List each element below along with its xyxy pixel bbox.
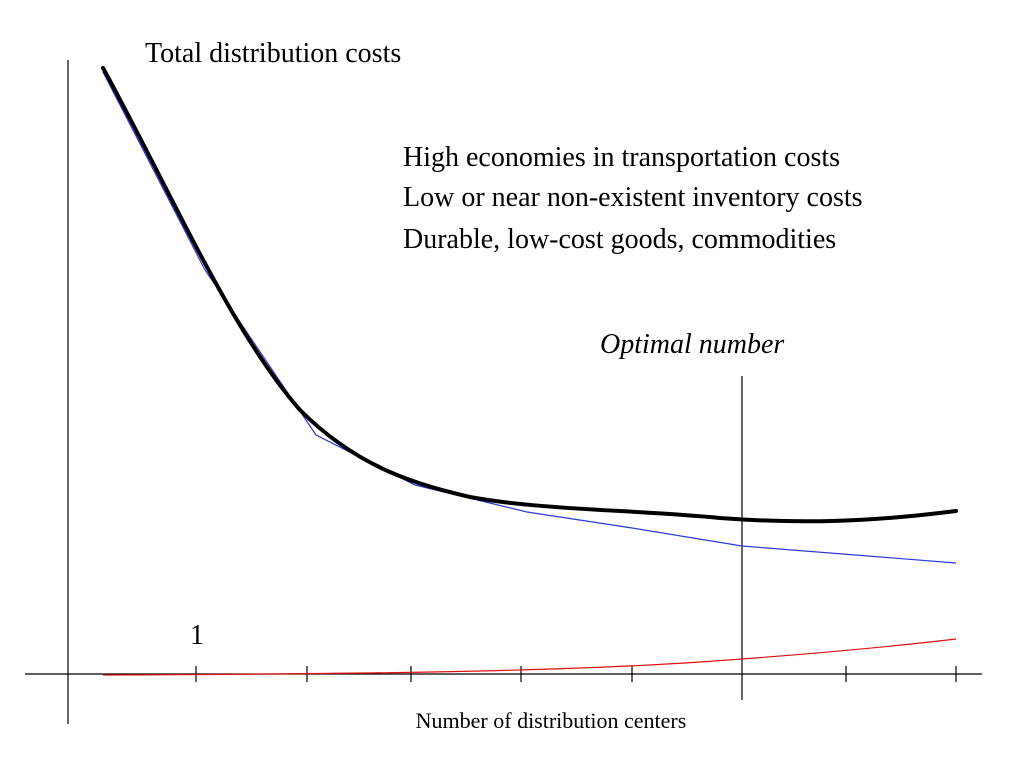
condition-line-2: Low or near non-existent inventory costs [403, 182, 863, 213]
x-axis-label: Number of distribution centers [416, 708, 687, 733]
chart-title: Total distribution costs [145, 38, 401, 69]
inventory-cost-curve [102, 638, 957, 676]
total-cost-curve [101, 66, 958, 524]
x-axis-ticks [195, 666, 957, 682]
condition-line-1: High economies in transportation costs [403, 142, 840, 173]
tick-label-one: 1 [190, 620, 204, 651]
optimal-number-label: Optimal number [600, 329, 784, 360]
condition-line-3: Durable, low-cost goods, commodities [403, 224, 836, 255]
